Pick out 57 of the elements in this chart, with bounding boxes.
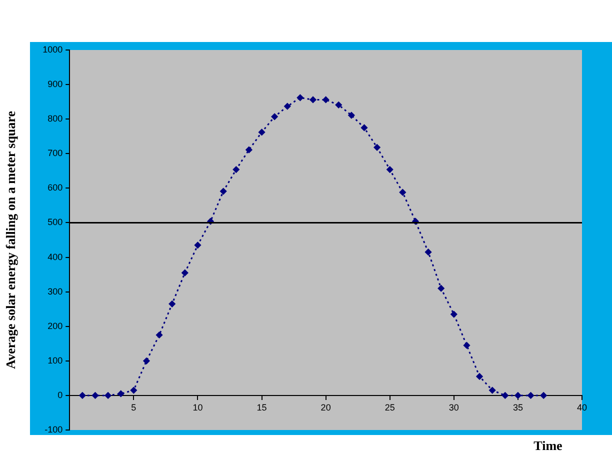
point <box>104 392 112 399</box>
point <box>296 94 304 101</box>
point <box>476 373 483 380</box>
y-axis-title: Average solar energy falling on a meter square <box>3 110 18 369</box>
point <box>463 342 470 349</box>
y-tick-label: 700 <box>48 148 63 158</box>
y-tick-label: 1000 <box>42 44 63 54</box>
point <box>374 144 380 151</box>
y-tick-label: 800 <box>48 114 63 124</box>
y-tick-label: 400 <box>48 252 63 262</box>
y-tick-label: 200 <box>48 320 63 331</box>
x-tick-label: 20 <box>320 402 331 412</box>
x-tick-label: 10 <box>192 402 203 412</box>
point <box>118 390 124 397</box>
y-tick-label: 100 <box>48 355 63 366</box>
point <box>450 311 458 318</box>
x-tick-label: 30 <box>448 402 459 412</box>
point <box>489 387 496 394</box>
point <box>310 96 316 103</box>
point <box>502 392 508 399</box>
point <box>514 392 522 399</box>
point <box>168 300 176 308</box>
point <box>425 248 432 256</box>
point <box>156 332 163 338</box>
x-tick-label: 35 <box>512 402 523 412</box>
point <box>360 124 368 131</box>
y-tick-label: 0 <box>58 390 63 400</box>
x-tick-label: 15 <box>256 402 267 412</box>
y-tick-label: 900 <box>48 79 63 90</box>
y-tick-label: -100 <box>44 424 63 434</box>
point <box>220 188 227 195</box>
point <box>284 103 291 110</box>
y-tick-label: 300 <box>48 286 63 296</box>
point <box>528 392 534 399</box>
point <box>258 128 266 136</box>
y-tick-label: 500 <box>48 217 63 228</box>
point <box>92 392 98 399</box>
point <box>438 285 444 292</box>
x-tick-label: 40 <box>576 402 588 412</box>
point <box>232 166 240 173</box>
point <box>182 270 188 276</box>
point <box>194 242 201 248</box>
point <box>540 392 547 399</box>
point <box>271 113 278 120</box>
y-tick-label: 600 <box>48 182 63 193</box>
x-tick-label: 5 <box>131 402 136 412</box>
point <box>246 146 252 154</box>
point <box>143 358 150 364</box>
point <box>399 189 406 196</box>
point <box>322 96 330 103</box>
x-tick-label: 25 <box>384 402 395 412</box>
point <box>348 112 355 119</box>
x-axis-title: Time <box>534 438 563 453</box>
point <box>335 102 342 108</box>
point <box>130 387 137 394</box>
point <box>386 166 394 173</box>
point <box>79 392 86 399</box>
